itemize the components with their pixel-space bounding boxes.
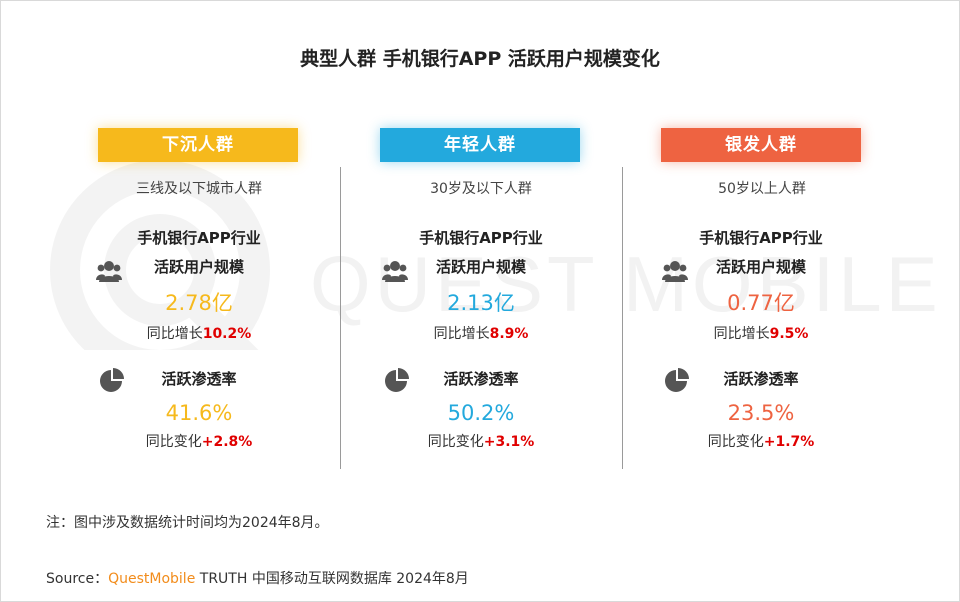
pie-chart-icon <box>385 368 409 392</box>
group-subtitle: 30岁及以下人群 <box>430 181 532 197</box>
growth-number: 9.5% <box>769 326 809 342</box>
group-card-senior: 银发人群 50岁以上人群 手机银行APP行业 活跃用户规模 0.77亿 同比增长… <box>636 128 886 468</box>
change-prefix: 同比变化 <box>707 434 764 450</box>
group-badge: 年轻人群 <box>380 128 580 162</box>
group-badge: 下沉人群 <box>98 128 298 162</box>
metric-label-line2: 活跃用户规模 <box>153 258 244 276</box>
penetration-label: 活跃渗透率 <box>723 370 799 388</box>
source-detail: TRUTH 中国移动互联网数据库 2024年8月 <box>195 571 469 587</box>
active-users-value: 2.78亿 <box>165 291 233 315</box>
group-subtitle: 50岁以上人群 <box>718 181 806 197</box>
active-users-growth: 同比增长9.5% <box>636 324 886 344</box>
active-users-growth: 同比增长8.9% <box>356 324 606 344</box>
page-title: 典型人群 手机银行APP 活跃用户规模变化 <box>300 48 660 70</box>
footnote: 注：图中涉及数据统计时间均为2024年8月。 <box>46 515 329 531</box>
metric-label-line2: 活跃用户规模 <box>435 258 526 276</box>
source-line: Source：QuestMobile TRUTH 中国移动互联网数据库 2024… <box>46 568 469 588</box>
column-divider <box>622 167 623 469</box>
metric-label-line2: 活跃用户规模 <box>715 258 806 276</box>
active-users-growth: 同比增长10.2% <box>74 324 324 344</box>
penetration-value: 50.2% <box>447 401 515 425</box>
pie-chart-icon <box>100 368 124 392</box>
group-card-lower-tier: 下沉人群 三线及以下城市人群 手机银行APP行业 活跃用户规模 2.78亿 同比… <box>48 128 298 468</box>
growth-number: 8.9% <box>489 326 529 342</box>
metric-label-line1: 手机银行APP行业 <box>419 229 543 247</box>
column-divider <box>340 167 341 469</box>
growth-prefix: 同比增长 <box>713 326 770 342</box>
group-badge: 银发人群 <box>661 128 861 162</box>
change-number: +3.1% <box>483 434 535 450</box>
group-card-young: 年轻人群 30岁及以下人群 手机银行APP行业 活跃用户规模 2.13亿 同比增… <box>356 128 606 468</box>
metric-label-line1: 手机银行APP行业 <box>699 229 823 247</box>
users-icon <box>96 261 122 282</box>
penetration-label: 活跃渗透率 <box>161 370 237 388</box>
source-prefix: Source： <box>46 571 109 587</box>
growth-prefix: 同比增长 <box>433 326 490 342</box>
change-prefix: 同比变化 <box>427 434 484 450</box>
users-icon <box>382 261 408 282</box>
active-users-value: 0.77亿 <box>727 291 795 315</box>
penetration-value: 41.6% <box>165 401 233 425</box>
penetration-label: 活跃渗透率 <box>443 370 519 388</box>
change-prefix: 同比变化 <box>145 434 202 450</box>
penetration-change: 同比变化+1.7% <box>636 432 886 452</box>
group-subtitle: 三线及以下城市人群 <box>136 181 262 197</box>
active-users-value: 2.13亿 <box>447 291 515 315</box>
growth-number: 10.2% <box>202 326 252 342</box>
penetration-change: 同比变化+2.8% <box>74 432 324 452</box>
pie-chart-icon <box>665 368 689 392</box>
growth-prefix: 同比增长 <box>146 326 203 342</box>
change-number: +2.8% <box>201 434 253 450</box>
change-number: +1.7% <box>763 434 815 450</box>
metric-label-line1: 手机银行APP行业 <box>137 229 261 247</box>
penetration-change: 同比变化+3.1% <box>356 432 606 452</box>
users-icon <box>662 261 688 282</box>
penetration-value: 23.5% <box>727 401 795 425</box>
source-brand: QuestMobile <box>108 571 196 587</box>
